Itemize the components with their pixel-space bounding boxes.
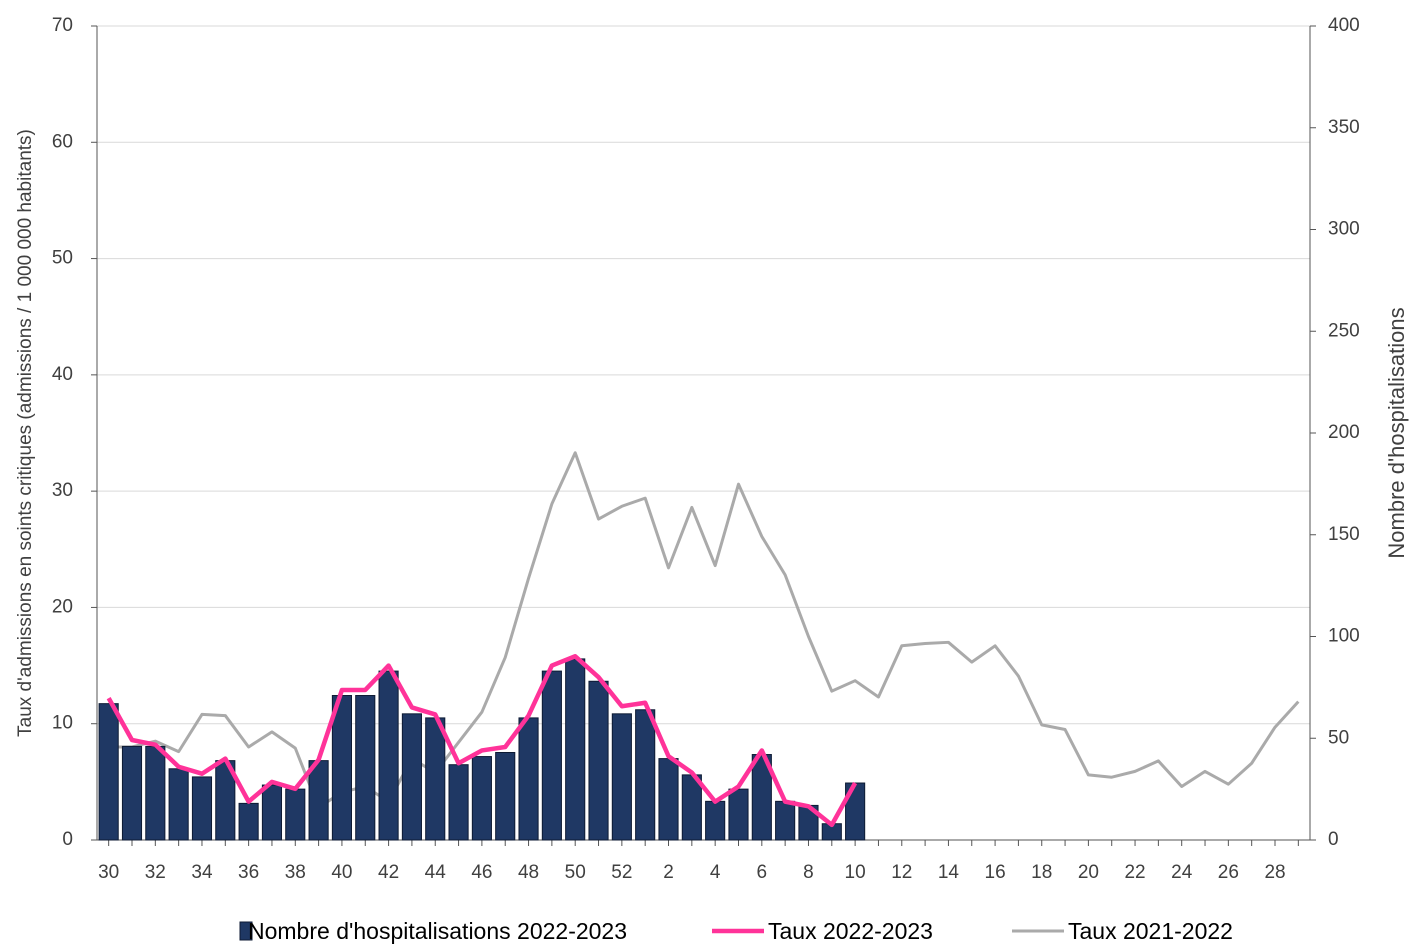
y2-tick-label: 200 xyxy=(1328,422,1360,443)
x-tick-label: 14 xyxy=(938,862,960,883)
x-tick-label: 28 xyxy=(1264,862,1285,883)
x-tick-label: 50 xyxy=(565,862,586,883)
x-tick-label: 32 xyxy=(145,862,166,883)
bar xyxy=(261,784,283,841)
x-tick-label: 30 xyxy=(98,862,119,883)
line xyxy=(108,451,1300,809)
bar xyxy=(518,717,539,841)
bar xyxy=(471,756,492,841)
legend-label: Taux 2022-2023 xyxy=(768,918,933,944)
x-tick-label: 22 xyxy=(1124,862,1145,883)
legend-label: Nombre d'hospitalisations 2022-2023 xyxy=(248,918,627,944)
bar xyxy=(425,717,446,841)
bar xyxy=(705,800,726,841)
x-tick-label: 24 xyxy=(1171,862,1193,883)
bar xyxy=(448,764,469,841)
x-tick-label: 18 xyxy=(1031,862,1052,883)
x-tick-label: 2 xyxy=(663,862,674,883)
y-tick-label: 40 xyxy=(52,364,73,385)
bar xyxy=(658,758,679,841)
bar xyxy=(121,745,143,841)
y2-axis-title: Nombre d'hospitalisations xyxy=(1384,307,1409,558)
bar xyxy=(495,751,516,841)
bar xyxy=(728,788,749,841)
bar xyxy=(191,776,213,841)
x-tick-label: 38 xyxy=(285,862,306,883)
x-tick-label: 34 xyxy=(191,862,213,883)
bar xyxy=(775,800,796,841)
bar xyxy=(168,768,189,841)
bar xyxy=(285,788,306,841)
bar xyxy=(331,695,352,841)
bar xyxy=(565,658,586,841)
y-tick-label: 50 xyxy=(52,248,73,269)
y2-tick-label: 150 xyxy=(1328,524,1360,545)
y2-tick-label: 250 xyxy=(1328,320,1360,341)
y-tick-label: 70 xyxy=(52,15,73,36)
bar xyxy=(238,802,259,841)
bar xyxy=(401,713,422,841)
y-axis-title: Taux d'admissions en soints critiques (a… xyxy=(15,129,36,737)
y-tick-label: 20 xyxy=(52,596,73,617)
bar xyxy=(611,713,632,841)
bar xyxy=(98,703,119,841)
x-tick-label: 20 xyxy=(1078,862,1099,883)
bar xyxy=(681,774,702,841)
line xyxy=(106,654,858,828)
x-tick-label: 42 xyxy=(378,862,399,883)
x-tick-label: 12 xyxy=(891,862,912,883)
x-tick-label: 16 xyxy=(985,862,1006,883)
y-tick-label: 30 xyxy=(52,480,73,501)
y2-tick-label: 50 xyxy=(1328,727,1349,748)
y2-tick-label: 350 xyxy=(1328,117,1360,138)
bar xyxy=(378,670,399,841)
bar xyxy=(308,760,329,841)
bar xyxy=(355,695,376,841)
x-tick-label: 52 xyxy=(611,862,632,883)
legend-label: Taux 2021-2022 xyxy=(1068,918,1233,944)
y-tick-label: 10 xyxy=(52,713,73,734)
x-tick-label: 6 xyxy=(757,862,768,883)
y-tick-label: 60 xyxy=(52,131,73,152)
x-tick-label: 44 xyxy=(425,862,447,883)
y2-tick-label: 0 xyxy=(1328,829,1339,850)
legend-swatch xyxy=(239,921,253,941)
x-tick-label: 8 xyxy=(803,862,814,883)
x-tick-label: 4 xyxy=(710,862,721,883)
bar xyxy=(635,709,656,841)
bar xyxy=(588,680,609,841)
x-tick-label: 26 xyxy=(1218,862,1239,883)
x-tick-label: 40 xyxy=(331,862,352,883)
bar xyxy=(541,670,562,841)
y-tick-label: 0 xyxy=(62,829,73,850)
y2-tick-label: 400 xyxy=(1328,15,1360,36)
x-tick-label: 46 xyxy=(471,862,492,883)
x-tick-label: 10 xyxy=(845,862,866,883)
x-tick-label: 48 xyxy=(518,862,539,883)
bar xyxy=(145,745,166,841)
y2-tick-label: 100 xyxy=(1328,626,1360,647)
y2-tick-label: 300 xyxy=(1328,219,1360,240)
x-tick-label: 36 xyxy=(238,862,259,883)
